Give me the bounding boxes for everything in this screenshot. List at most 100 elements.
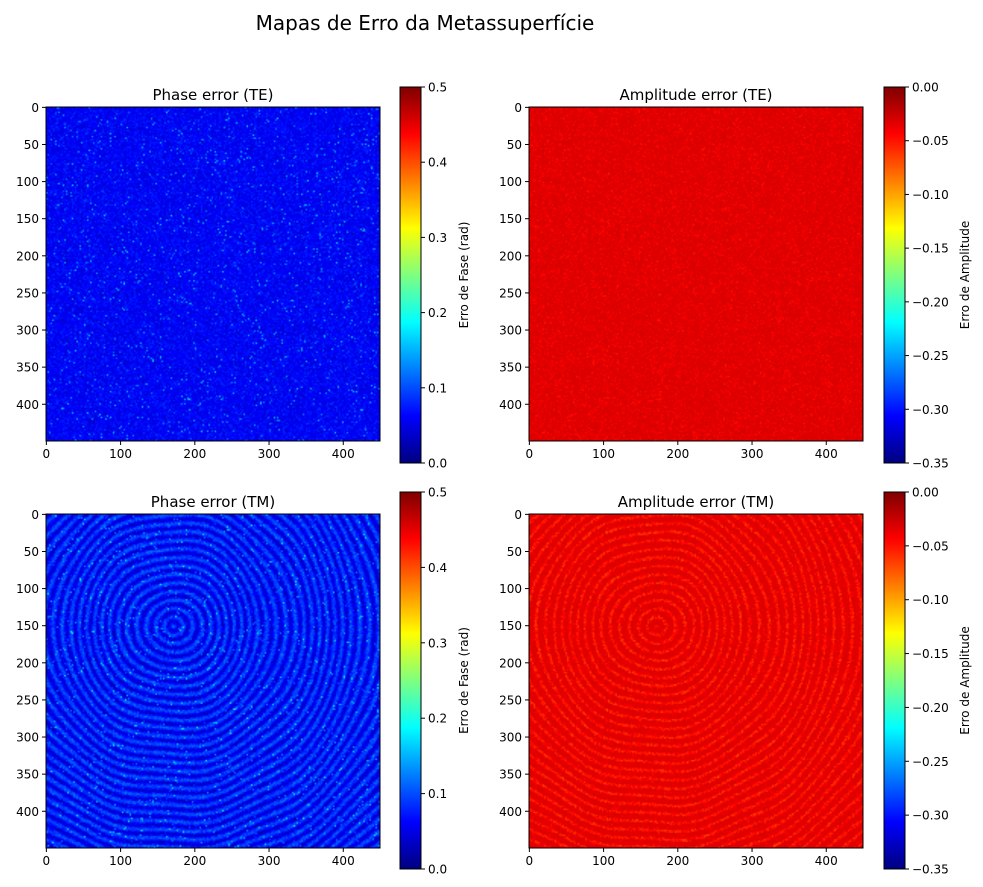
x-tick-label: 200 <box>183 854 206 868</box>
colorbar-tick-label: −0.35 <box>912 863 949 877</box>
y-tick-label: 0 <box>31 101 39 115</box>
colorbar-tick-label: 0.2 <box>428 306 447 320</box>
colorbar-label: Erro de Fase (rad) <box>457 222 471 329</box>
y-tick-label: 400 <box>16 805 39 819</box>
y-tick-label: 0 <box>514 101 522 115</box>
y-tick-label: 400 <box>499 398 522 412</box>
chart-title: Phase error (TM) <box>151 493 275 511</box>
y-tick-label: 200 <box>499 249 522 263</box>
colorbar <box>399 491 422 870</box>
colorbar-label: Erro de Amplitude <box>958 221 972 329</box>
x-tick-label: 300 <box>258 854 281 868</box>
plot-frame <box>528 106 864 442</box>
colorbar-tick-label: 0.2 <box>428 712 447 726</box>
colorbar <box>883 491 906 870</box>
y-tick-label: 150 <box>16 212 39 226</box>
y-tick-label: 0 <box>31 508 39 522</box>
colorbar-tick-label: −0.35 <box>912 457 949 471</box>
y-tick-label: 200 <box>499 656 522 670</box>
colorbar-tick-label: 0.1 <box>428 381 447 395</box>
y-tick-label: 150 <box>499 212 522 226</box>
plot-frame <box>45 513 381 849</box>
chart-title: Amplitude error (TE) <box>619 86 772 104</box>
x-tick-label: 300 <box>258 447 281 461</box>
y-tick-label: 100 <box>499 175 522 189</box>
y-tick-label: 400 <box>499 805 522 819</box>
heatmap-image <box>529 514 863 848</box>
colorbar-tick-label: −0.10 <box>912 188 949 202</box>
colorbar-tick-label: −0.25 <box>912 755 949 769</box>
plot-frame <box>45 106 381 442</box>
y-tick-label: 200 <box>16 249 39 263</box>
y-tick-label: 50 <box>24 545 39 559</box>
colorbar-tick-label: −0.05 <box>912 134 949 148</box>
x-tick-label: 300 <box>741 447 764 461</box>
x-tick-label: 100 <box>109 854 132 868</box>
x-tick-label: 400 <box>332 447 355 461</box>
colorbar-tick-label: −0.10 <box>912 593 949 607</box>
y-tick-label: 250 <box>16 693 39 707</box>
y-tick-label: 300 <box>499 324 522 338</box>
y-tick-label: 50 <box>507 545 522 559</box>
colorbar-tick-label: 0.5 <box>428 486 447 500</box>
colorbar-tick-label: 0.4 <box>428 561 447 575</box>
colorbar-tick-label: −0.30 <box>912 809 949 823</box>
colorbar-tick-label: 0.3 <box>428 636 447 650</box>
colorbar <box>399 86 422 464</box>
chart-title: Amplitude error (TM) <box>618 493 775 511</box>
colorbar-tick-label: −0.20 <box>912 701 949 715</box>
x-tick-label: 0 <box>43 447 51 461</box>
figure-suptitle: Mapas de Erro da Metassuperfície <box>256 11 595 35</box>
x-tick-label: 400 <box>332 854 355 868</box>
colorbar-tick-label: −0.30 <box>912 403 949 417</box>
x-tick-label: 0 <box>526 854 534 868</box>
y-tick-label: 300 <box>499 731 522 745</box>
chart-panel-3: Phase error (TM) 0 100 200 300 400 0 50 100 150 20… <box>16 486 471 877</box>
y-tick-label: 100 <box>499 582 522 596</box>
plot-frame <box>528 513 864 849</box>
y-tick-label: 350 <box>16 361 39 375</box>
colorbar-tick-label: 0.1 <box>428 787 447 801</box>
chart-panel-2: Amplitude error (TE) 0 100 200 300 400 0 50 100 1… <box>499 81 972 471</box>
colorbar-tick-label: 0.0 <box>428 457 447 471</box>
colorbar-tick-label: 0.00 <box>912 81 939 95</box>
colorbar-tick-label: 0.3 <box>428 231 447 245</box>
x-tick-label: 100 <box>592 447 615 461</box>
y-tick-label: 50 <box>507 138 522 152</box>
x-tick-label: 300 <box>741 854 764 868</box>
y-tick-label: 350 <box>499 768 522 782</box>
colorbar-tick-label: −0.05 <box>912 539 949 553</box>
colorbar-tick-label: −0.20 <box>912 295 949 309</box>
y-tick-label: 150 <box>16 619 39 633</box>
colorbar-label: Erro de Amplitude <box>958 626 972 734</box>
colorbar-tick-label: −0.15 <box>912 647 949 661</box>
y-tick-label: 250 <box>499 693 522 707</box>
y-tick-label: 150 <box>499 619 522 633</box>
heatmap-image <box>46 514 380 848</box>
colorbar <box>883 86 906 464</box>
heatmap-image <box>46 107 380 441</box>
x-tick-label: 200 <box>666 447 689 461</box>
x-tick-label: 0 <box>526 447 534 461</box>
y-tick-label: 350 <box>16 768 39 782</box>
x-tick-label: 400 <box>815 854 838 868</box>
y-tick-label: 250 <box>499 286 522 300</box>
x-tick-label: 0 <box>43 854 51 868</box>
y-tick-label: 100 <box>16 582 39 596</box>
colorbar-tick-label: 0.00 <box>912 486 939 500</box>
x-tick-label: 200 <box>183 447 206 461</box>
chart-panel-4: Amplitude error (TM) 0 100 200 300 400 0 50 100 1… <box>499 486 972 877</box>
y-tick-label: 0 <box>514 508 522 522</box>
x-tick-label: 100 <box>109 447 132 461</box>
x-tick-label: 200 <box>666 854 689 868</box>
heatmap-image <box>529 107 863 441</box>
y-tick-label: 250 <box>16 286 39 300</box>
y-tick-label: 50 <box>24 138 39 152</box>
y-tick-label: 100 <box>16 175 39 189</box>
y-tick-label: 350 <box>499 361 522 375</box>
chart-panel-1: Phase error (TE) 0 100 200 300 400 0 50 100 150 20… <box>16 81 471 471</box>
y-tick-label: 300 <box>16 324 39 338</box>
x-tick-label: 400 <box>815 447 838 461</box>
colorbar-tick-label: 0.5 <box>428 81 447 95</box>
